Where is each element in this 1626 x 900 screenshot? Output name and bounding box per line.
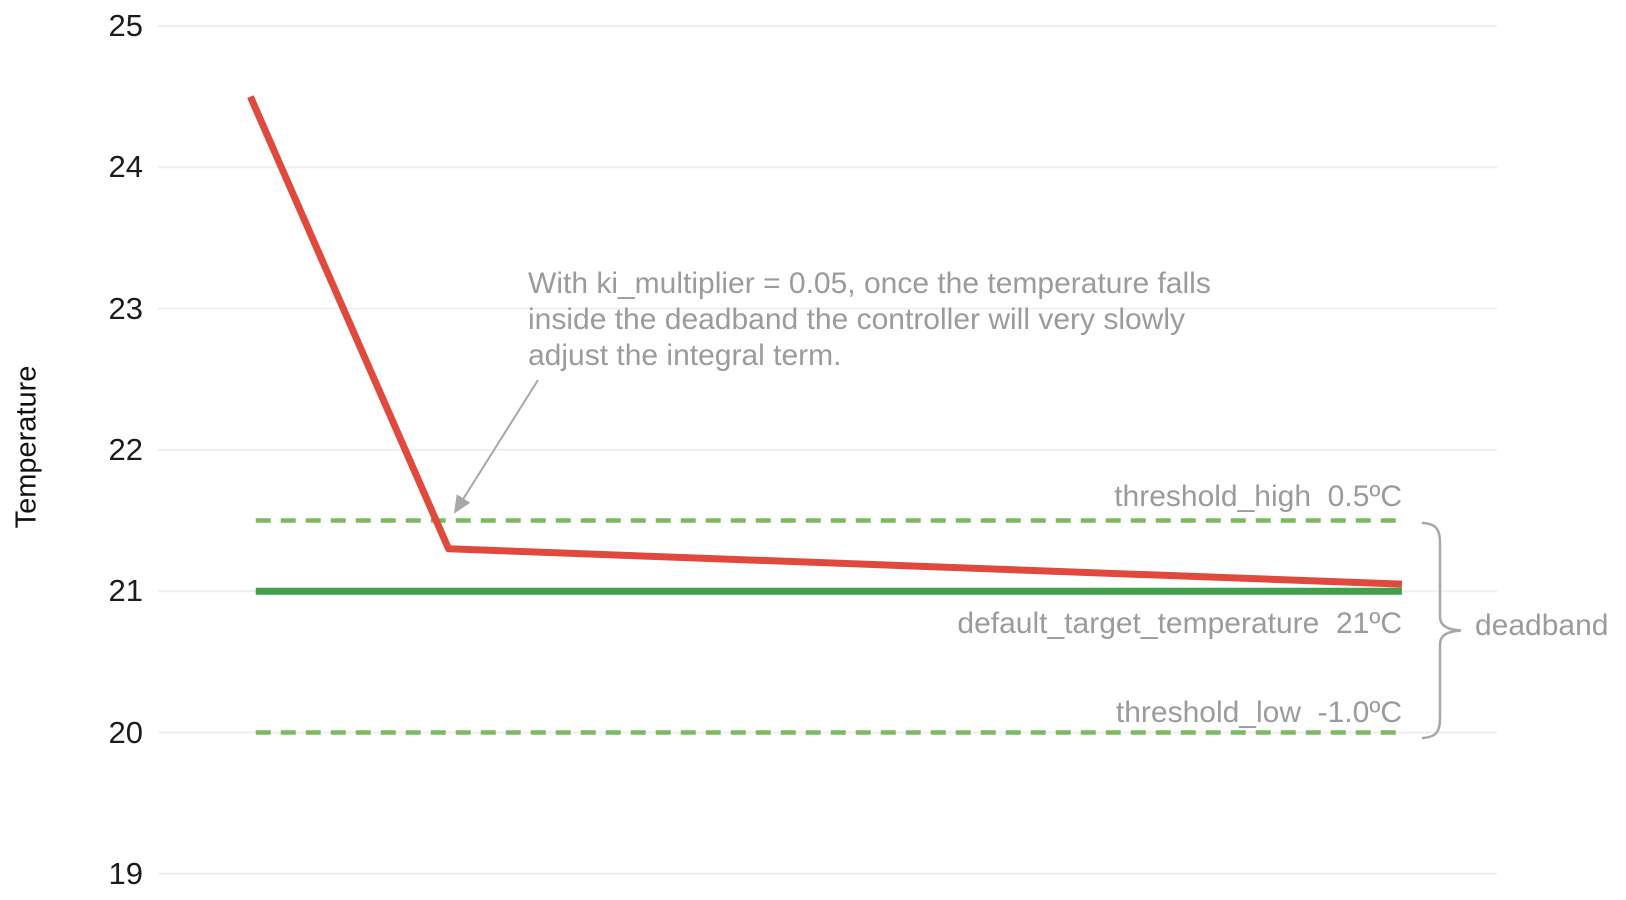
threshold-low-label: threshold_low -1.0ºC	[1115, 696, 1402, 729]
deadband-label: deadband	[1475, 609, 1609, 642]
y-tick-label: 21	[108, 573, 143, 609]
annotation-text: With ki_multiplier = 0.05, once the temp…	[528, 266, 1211, 374]
y-tick-label: 23	[108, 290, 143, 326]
y-tick-label: 24	[108, 149, 143, 185]
y-tick-label: 25	[108, 8, 143, 43]
y-tick-label: 22	[108, 431, 143, 467]
annotation-line: With ki_multiplier = 0.05, once the temp…	[528, 267, 1211, 300]
threshold-high-label: threshold_high 0.5ºC	[1114, 480, 1402, 513]
target-temperature-label: default_target_temperature 21ºC	[957, 607, 1402, 640]
annotation-line: adjust the integral term.	[528, 339, 842, 372]
y-tick-label: 20	[108, 714, 143, 750]
deadband-brace	[1421, 521, 1462, 740]
annotation-arrow	[453, 379, 539, 514]
temperature-line	[247, 95, 1403, 588]
annotation-line: inside the deadband the controller will …	[528, 303, 1186, 336]
y-tick-label: 19	[108, 855, 143, 891]
